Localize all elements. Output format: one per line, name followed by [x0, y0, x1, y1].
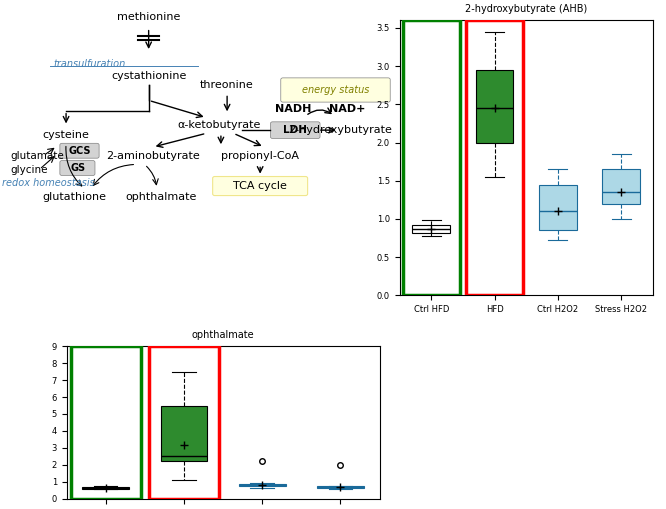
Text: cystathionine: cystathionine	[111, 71, 186, 81]
PathPatch shape	[161, 406, 207, 462]
Bar	[403, 20, 460, 295]
FancyBboxPatch shape	[270, 122, 320, 138]
Text: NADH: NADH	[275, 104, 312, 114]
Text: TCA cycle: TCA cycle	[233, 181, 287, 191]
Bar	[71, 346, 141, 499]
Text: glutathione: glutathione	[43, 192, 107, 202]
Text: NAD+: NAD+	[328, 104, 365, 114]
Text: 2-aminobutyrate: 2-aminobutyrate	[106, 151, 200, 161]
PathPatch shape	[476, 70, 513, 143]
PathPatch shape	[412, 225, 450, 233]
Text: ophthalmate: ophthalmate	[125, 192, 196, 202]
Text: glutamate: glutamate	[11, 151, 64, 161]
Text: threonine: threonine	[200, 80, 254, 90]
Text: glycine: glycine	[11, 164, 48, 175]
Text: 2-hydroxybutyrate: 2-hydroxybutyrate	[288, 125, 392, 135]
Text: LDH: LDH	[283, 125, 307, 135]
Text: redox homeostasis: redox homeostasis	[2, 179, 95, 188]
PathPatch shape	[602, 169, 640, 204]
PathPatch shape	[317, 486, 364, 488]
Text: transulfuration: transulfuration	[54, 59, 126, 69]
FancyBboxPatch shape	[212, 177, 308, 195]
PathPatch shape	[539, 185, 577, 230]
FancyBboxPatch shape	[281, 78, 390, 102]
FancyBboxPatch shape	[60, 161, 95, 176]
Text: methionine: methionine	[117, 12, 180, 22]
FancyBboxPatch shape	[60, 144, 99, 158]
Title: ophthalmate: ophthalmate	[192, 330, 254, 340]
Text: cysteine: cysteine	[43, 130, 89, 140]
PathPatch shape	[83, 487, 129, 489]
Text: GS: GS	[70, 163, 85, 173]
Text: propionyl-CoA: propionyl-CoA	[221, 151, 299, 161]
Bar	[466, 20, 523, 295]
Text: GCS: GCS	[69, 146, 91, 156]
Text: α-ketobutyrate: α-ketobutyrate	[177, 120, 260, 130]
PathPatch shape	[238, 484, 286, 486]
Title: 2-hydroxybutyrate (AHB): 2-hydroxybutyrate (AHB)	[465, 4, 587, 14]
Bar	[149, 346, 219, 499]
Text: energy status: energy status	[302, 85, 369, 95]
